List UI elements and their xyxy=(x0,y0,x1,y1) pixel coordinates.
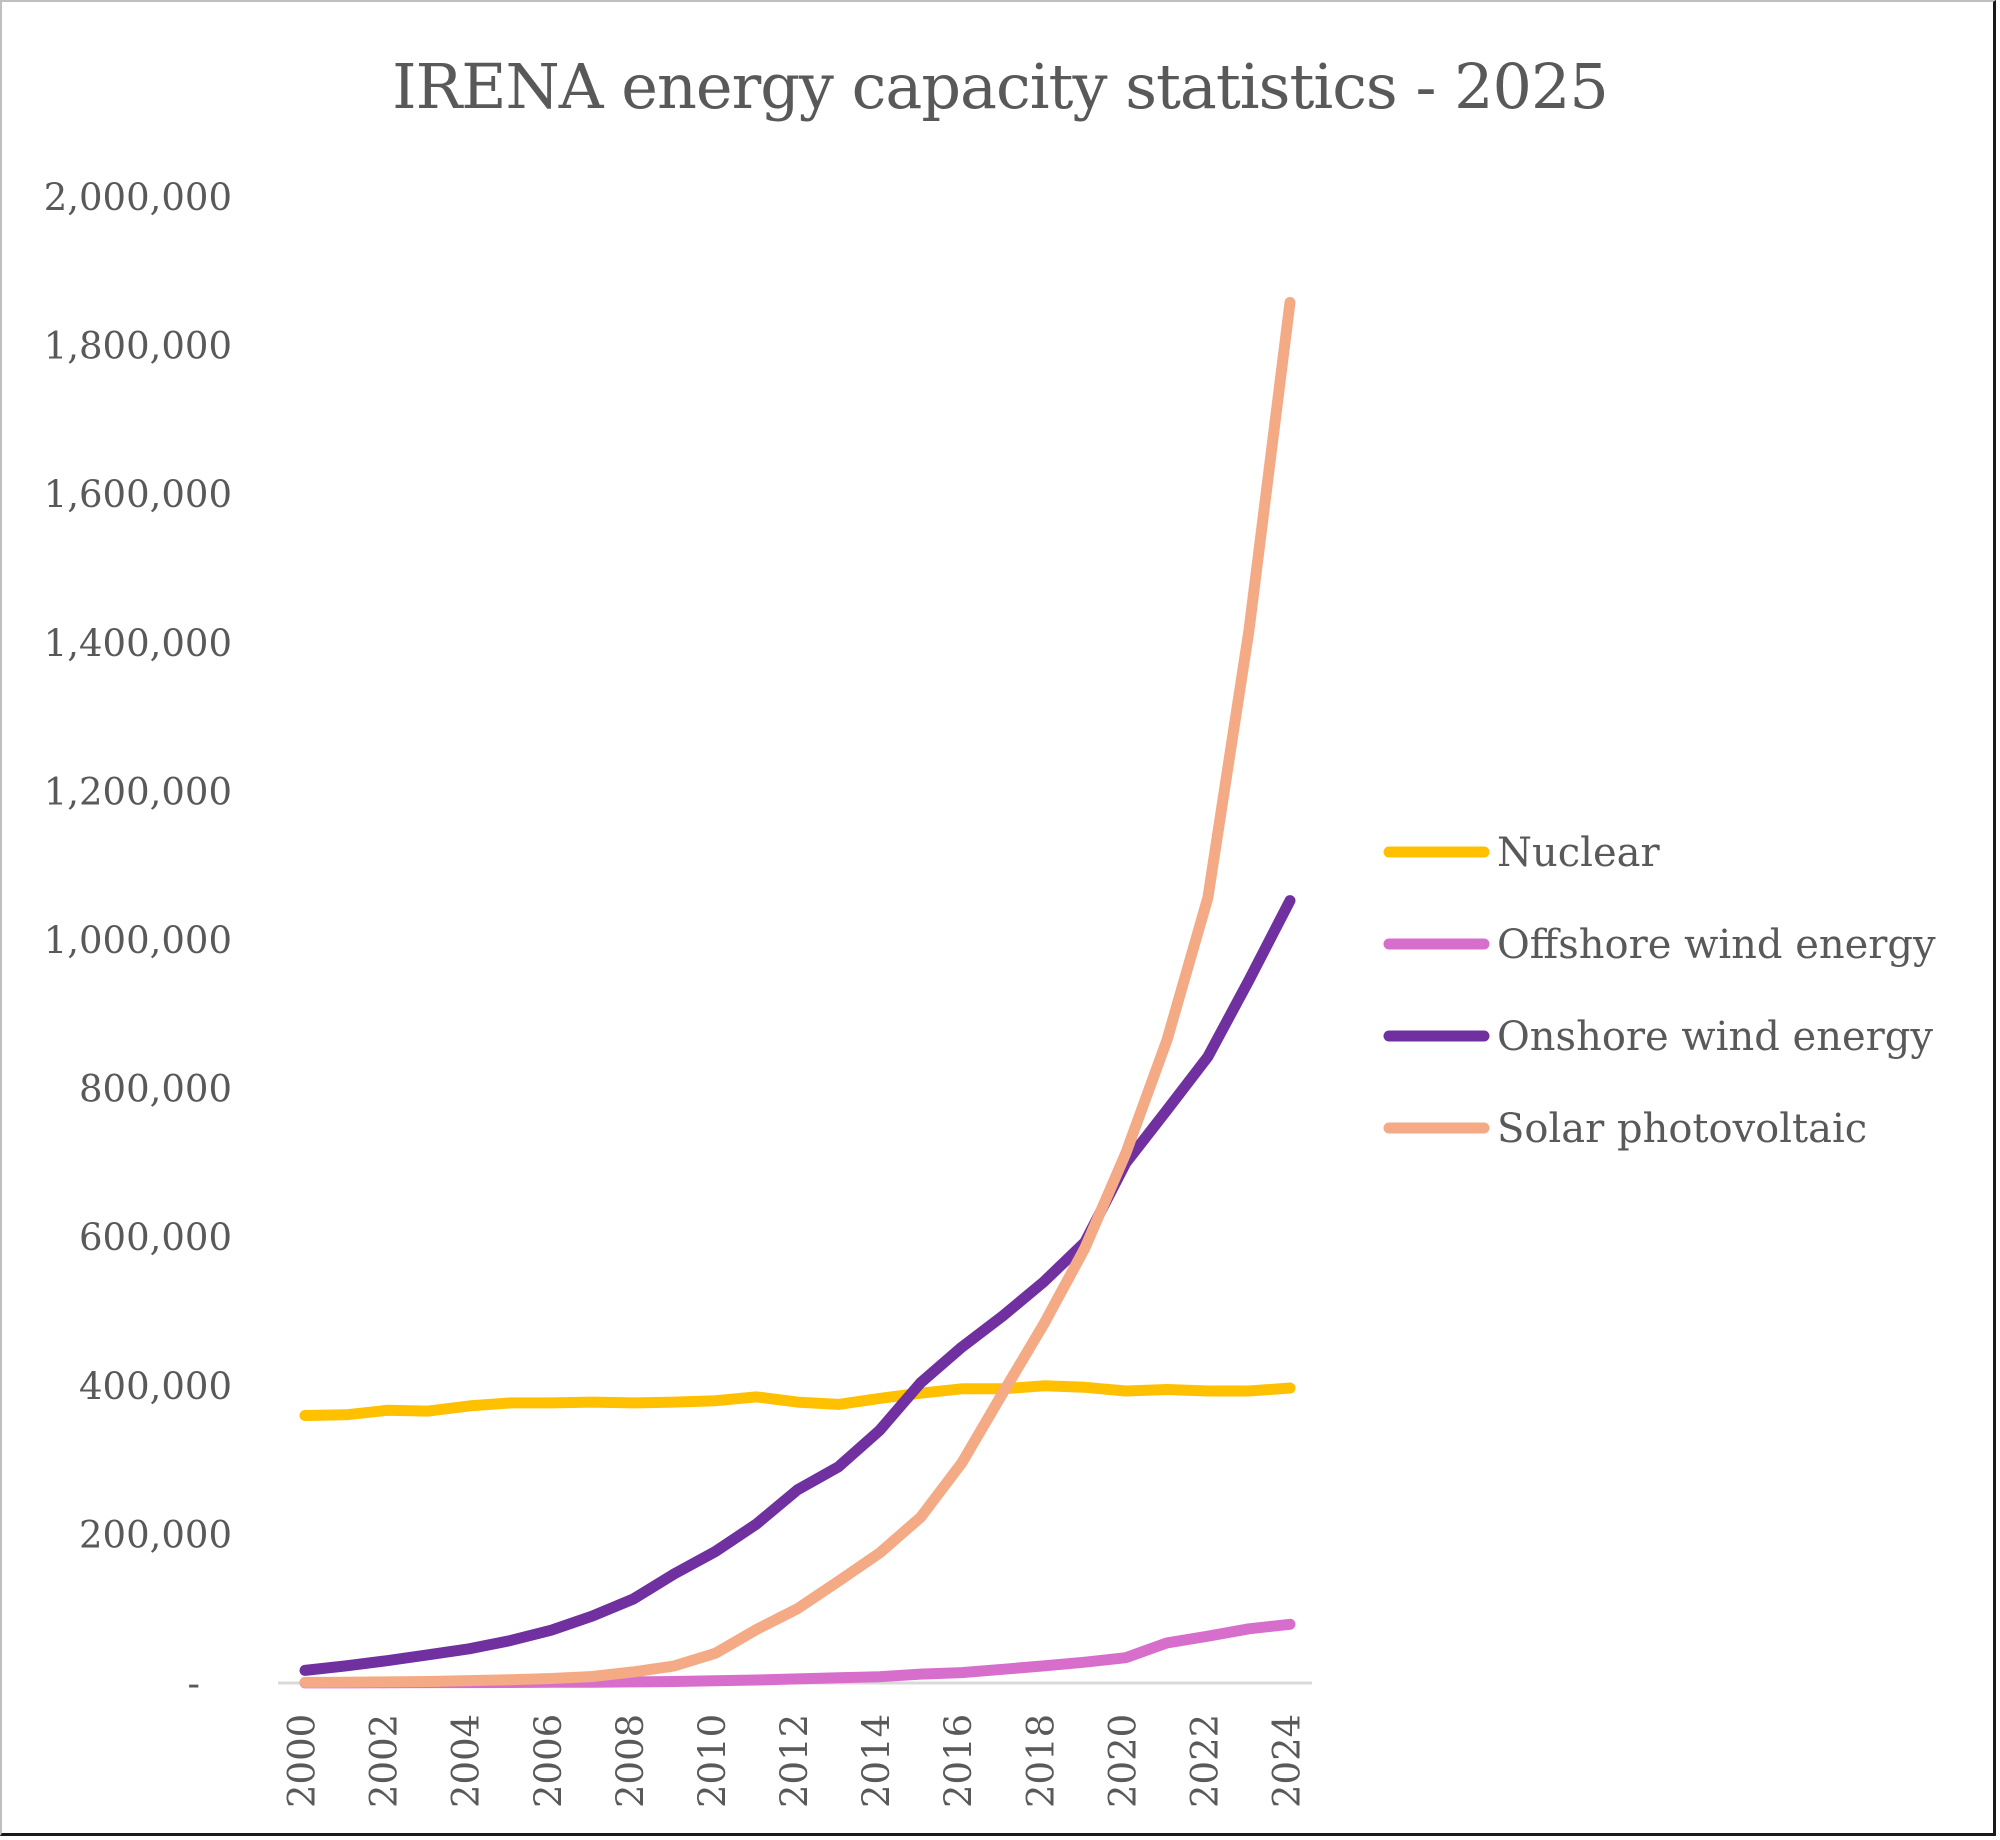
x-tick-label: 2002 xyxy=(363,1714,406,1808)
legend-item: Onshore wind energy xyxy=(1383,1014,1933,1060)
legend-item: Solar photovoltaic xyxy=(1383,1106,1867,1152)
y-tick-label: 2,000,000 xyxy=(44,176,232,219)
x-tick-label: 2008 xyxy=(609,1714,652,1808)
series-line xyxy=(299,1380,1296,1421)
legend-label: Offshore wind energy xyxy=(1497,922,1936,968)
series-solar-photovoltaic xyxy=(299,297,1296,1688)
x-tick-label: 2018 xyxy=(1019,1714,1062,1808)
series-layer xyxy=(299,297,1296,1689)
y-tick-label: 1,000,000 xyxy=(44,919,232,962)
series-nuclear xyxy=(299,1380,1296,1421)
legend-item: Offshore wind energy xyxy=(1383,922,1936,968)
y-tick-label: - xyxy=(187,1662,200,1705)
legend-label: Solar photovoltaic xyxy=(1497,1106,1867,1152)
y-tick-label: 1,200,000 xyxy=(44,770,232,813)
x-tick-label: 2016 xyxy=(937,1714,980,1808)
x-tick-label: 2000 xyxy=(281,1714,324,1808)
x-tick-label: 2012 xyxy=(773,1714,816,1808)
legend-label: Onshore wind energy xyxy=(1497,1014,1933,1060)
legend-label: Nuclear xyxy=(1497,830,1660,876)
series-line xyxy=(299,297,1296,1688)
chart-title: IRENA energy capacity statistics - 2025 xyxy=(392,50,1609,123)
y-tick-label: 800,000 xyxy=(79,1068,232,1111)
y-tick-label: 1,400,000 xyxy=(44,622,232,665)
x-tick-label: 2020 xyxy=(1101,1714,1144,1808)
x-tick-label: 2004 xyxy=(445,1714,488,1808)
x-tick-label: 2022 xyxy=(1183,1714,1226,1808)
legend-item: Nuclear xyxy=(1383,830,1660,876)
series-line xyxy=(299,895,1296,1676)
y-tick-label: 200,000 xyxy=(79,1513,232,1556)
x-tick-label: 2014 xyxy=(855,1714,898,1808)
y-tick-label: 400,000 xyxy=(79,1365,232,1408)
x-tick-label: 2006 xyxy=(527,1714,570,1808)
x-tick-label: 2024 xyxy=(1266,1714,1309,1808)
y-tick-label: 600,000 xyxy=(79,1216,232,1259)
legend: Nuclear Offshore wind energy Onshore wind … xyxy=(1383,830,1936,1152)
axis-layer: - 200,000 400,000 600,000 800,000 1,000,000 1,… xyxy=(44,176,1312,1808)
y-tick-label: 1,800,000 xyxy=(44,325,232,368)
y-tick-label: 1,600,000 xyxy=(44,473,232,516)
x-tick-label: 2010 xyxy=(691,1714,734,1808)
series-onshore-wind-energy xyxy=(299,895,1296,1676)
